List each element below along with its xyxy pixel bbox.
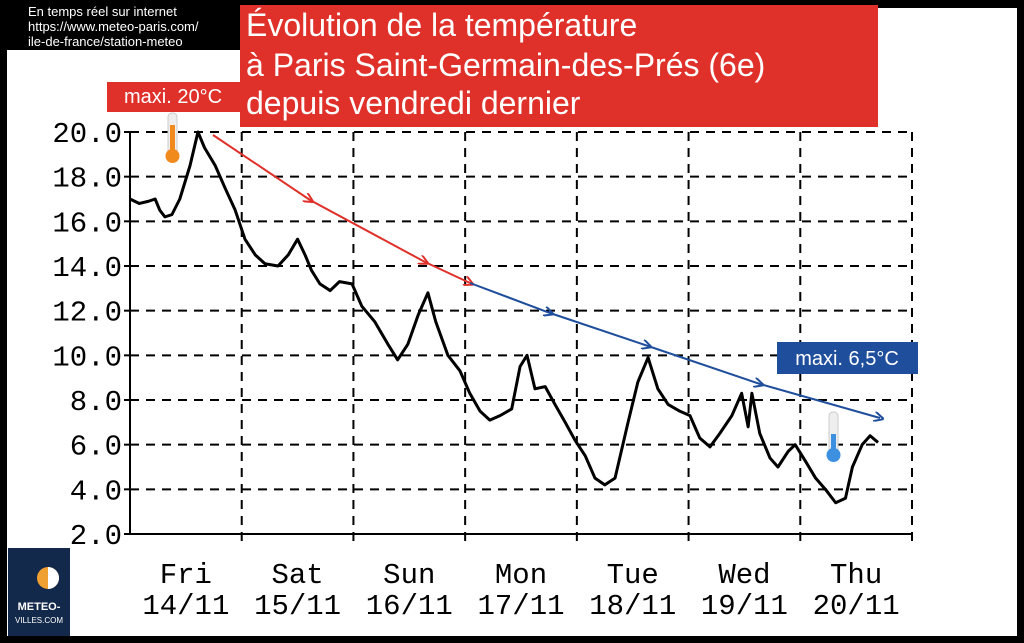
logo-text: VILLES.COM [15,616,63,625]
annotation: maxi. 20°C [124,86,222,108]
trend-arrow [469,282,880,418]
thermometer-cold [826,411,841,462]
temperature-line [129,130,879,505]
y-tick-label: 4.0 [70,475,122,508]
y-tick-label: 8.0 [70,386,122,419]
logo [8,548,70,636]
x-tick-label: Wed 19/11 [701,559,788,623]
title-box [240,5,878,127]
x-tick-label: Mon 17/11 [477,559,564,623]
x-tick-label: Sun 16/11 [366,559,453,623]
header-line: En temps réel sur internet [28,4,177,19]
logo-icon [48,567,59,589]
logo-text: METEO- [18,601,61,613]
x-tick-label: Tue 18/11 [589,559,676,623]
y-tick-label: 6.0 [70,431,122,464]
header-line: https://www.meteo-paris.com/ [28,19,199,34]
annotation-box [107,82,240,112]
title: Évolution de la température à Paris Sain… [246,7,765,121]
annotation-box [777,342,918,374]
y-tick-label: 18.0 [52,163,122,196]
y-tick-label: 20.0 [52,118,122,151]
annotation: maxi. 6,5°C [795,348,899,370]
title-line: à Paris Saint-Germain-des-Prés (6e) [246,47,765,83]
x-tick-label: Sat 15/11 [254,559,341,623]
title-line: depuis vendredi dernier [246,85,581,121]
header-line: ile-de-france/station-meteo [28,34,183,49]
x-tick-label: Fri 14/11 [142,559,229,623]
x-tick-label: Thu 20/11 [813,559,900,623]
thermometer-hot [165,112,180,163]
y-tick-label: 16.0 [52,207,122,240]
y-tick-label: 14.0 [52,252,122,285]
header-band [7,0,242,50]
trend-arrow [212,134,470,283]
y-tick-label: 12.0 [52,297,122,330]
y-tick-label: 10.0 [52,341,122,374]
y-tick-label: 2.0 [70,520,122,553]
header: En temps réel sur internet https://www.m… [28,4,199,49]
title-line: Évolution de la température [246,7,637,43]
